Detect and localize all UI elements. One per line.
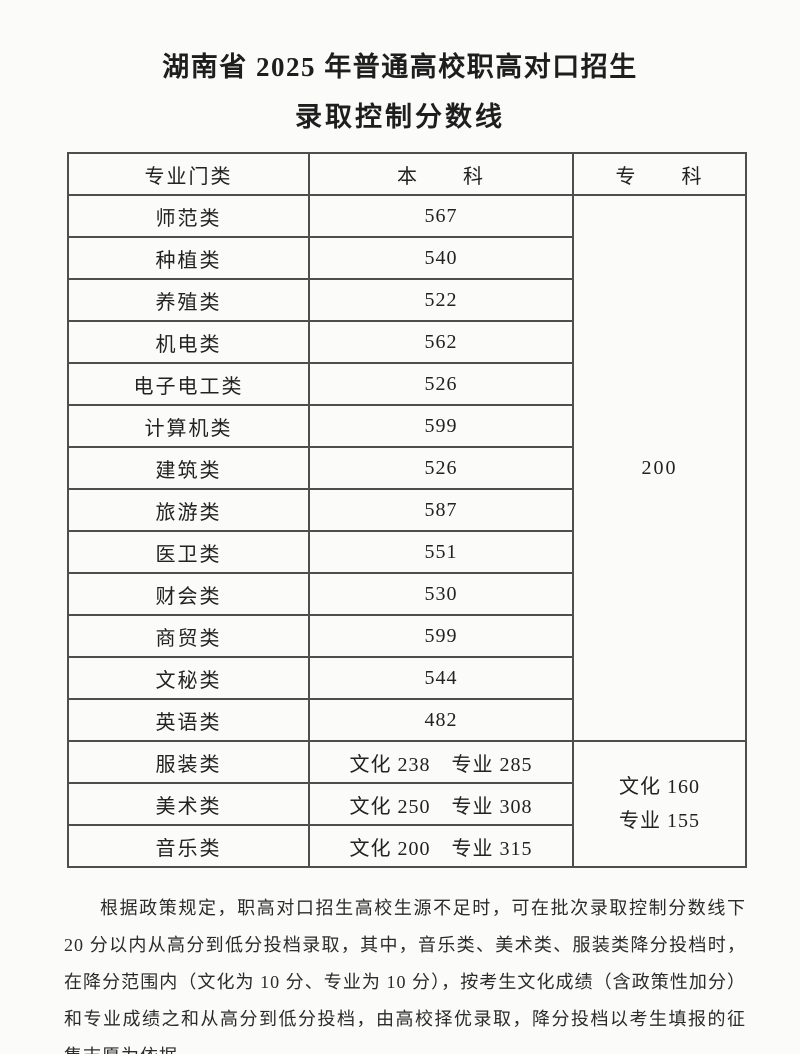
table-row: 机电类 562: [67, 320, 746, 364]
category-cell: 机电类: [67, 320, 310, 364]
zhuanke-arts-merged-cell: 文化 160 专业 155: [572, 740, 747, 868]
benke-score-cell: 587: [308, 488, 574, 532]
zhuanke-arts-major: 专业 155: [619, 810, 700, 832]
zhuanke-merged-cell: 200: [572, 194, 747, 742]
benke-score-cell: 526: [308, 446, 574, 490]
category-cell: 电子电工类: [67, 362, 310, 406]
benke-score-cell: 567: [308, 194, 574, 238]
benke-score-cell: 文化 200 专业 315: [308, 824, 574, 868]
table-row: 美术类 文化 250 专业 308: [67, 782, 746, 826]
benke-score-cell: 482: [308, 698, 574, 742]
page-title-line1: 湖南省 2025 年普通高校职高对口招生: [162, 52, 638, 82]
table-row: 商贸类 599: [67, 614, 746, 658]
table-row: 种植类 540: [67, 236, 746, 280]
table-row: 服装类 文化 238 专业 285 文化 160 专业 155: [67, 740, 747, 868]
table-row: 旅游类 587: [67, 488, 746, 532]
benke-score-cell: 文化 250 专业 308: [308, 782, 574, 826]
category-cell: 养殖类: [67, 278, 310, 322]
table-row: 文秘类 544: [67, 656, 746, 700]
category-cell: 音乐类: [67, 824, 310, 868]
category-cell: 旅游类: [67, 488, 310, 532]
category-cell: 建筑类: [67, 446, 310, 490]
table-row: 师范类 567 200: [67, 194, 747, 742]
zhuanke-arts-culture: 文化 160: [619, 776, 700, 798]
benke-score-cell: 562: [308, 320, 574, 364]
benke-score-cell: 540: [308, 236, 574, 280]
table-row: 医卫类 551: [67, 530, 746, 574]
table-row: 财会类 530: [67, 572, 746, 616]
category-cell: 财会类: [67, 572, 310, 616]
page-title-line2: 录取控制分数线: [295, 102, 505, 132]
benke-score-cell: 文化 238 专业 285: [308, 740, 574, 784]
policy-note: 根据政策规定，职高对口招生高校生源不足时，可在批次录取控制分数线下 20 分以内…: [64, 898, 746, 1054]
category-cell: 英语类: [67, 698, 310, 742]
table-header-row: 专业门类 本 科 专 科: [67, 152, 747, 196]
header-benke: 本 科: [308, 152, 574, 196]
benke-score-cell: 599: [308, 404, 574, 448]
benke-score-cell: 544: [308, 656, 574, 700]
table-row: 建筑类 526: [67, 446, 746, 490]
category-cell: 美术类: [67, 782, 310, 826]
score-line-table: 专业门类 本 科 专 科 师范类 567 200 种植类 540 养殖类 522…: [67, 152, 747, 868]
benke-score-cell: 599: [308, 614, 574, 658]
category-cell: 医卫类: [67, 530, 310, 574]
header-category: 专业门类: [67, 152, 310, 196]
table-row: 计算机类 599: [67, 404, 746, 448]
benke-score-cell: 522: [308, 278, 574, 322]
category-cell: 师范类: [67, 194, 310, 238]
category-cell: 商贸类: [67, 614, 310, 658]
table-row: 电子电工类 526: [67, 362, 746, 406]
category-cell: 种植类: [67, 236, 310, 280]
table-row: 英语类 482: [67, 698, 746, 742]
table-row: 音乐类 文化 200 专业 315: [67, 824, 746, 868]
category-cell: 计算机类: [67, 404, 310, 448]
category-cell: 文秘类: [67, 656, 310, 700]
benke-score-cell: 530: [308, 572, 574, 616]
category-cell: 服装类: [67, 740, 310, 784]
benke-score-cell: 526: [308, 362, 574, 406]
header-zhuanke: 专 科: [572, 152, 747, 196]
benke-score-cell: 551: [308, 530, 574, 574]
table-row: 养殖类 522: [67, 278, 746, 322]
